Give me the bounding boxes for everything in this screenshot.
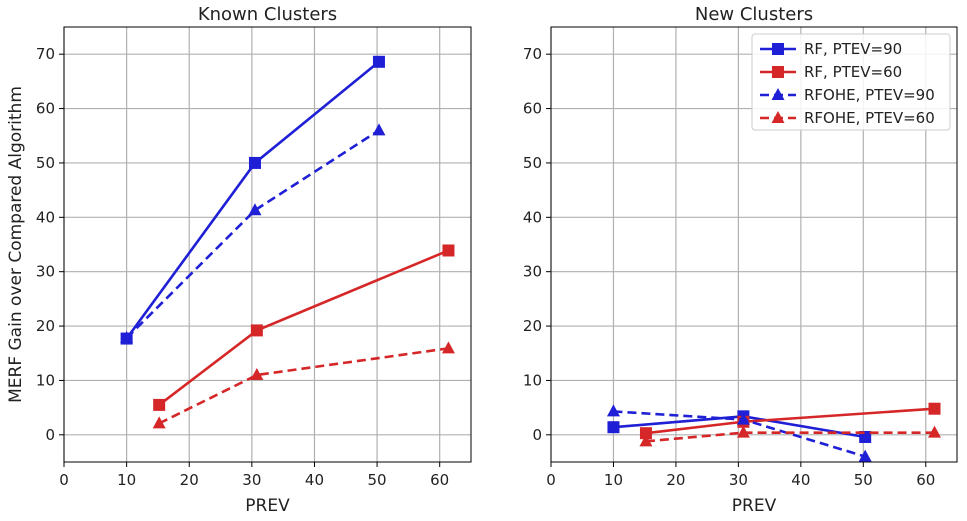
x-tick-label: 0	[546, 471, 556, 489]
x-tick-label: 20	[180, 471, 199, 489]
data-point-square	[928, 402, 941, 415]
legend-marker-triangle	[771, 88, 785, 100]
y-tick-label: 20	[36, 317, 55, 335]
data-point-triangle	[736, 425, 750, 438]
x-axis-label: PREV	[732, 496, 777, 516]
legend-box	[751, 33, 951, 131]
x-tick-label: 20	[666, 471, 685, 489]
series-line	[158, 249, 449, 406]
x-tick-label: 10	[117, 471, 136, 489]
y-tick-label: 60	[36, 100, 55, 118]
data-point-square	[248, 156, 261, 169]
series-line	[158, 347, 449, 425]
series-line	[125, 129, 380, 339]
legend-marker-square	[772, 66, 784, 78]
data-point-square	[372, 55, 385, 68]
series-rf-ptev-60	[153, 244, 455, 411]
series-rfohe-ptev-90	[606, 404, 872, 462]
y-axis-label: MERF Gain over Compared Algorithm	[6, 86, 26, 403]
plot-frame	[63, 26, 472, 463]
y-tick-label: 40	[36, 208, 55, 226]
y-tick-label: 50	[523, 154, 542, 172]
series-rf-ptev-90	[120, 55, 385, 345]
legend-label: RF, PTEV=90	[804, 40, 902, 58]
y-tick-label: 70	[36, 45, 55, 63]
data-point-triangle	[441, 341, 455, 354]
x-tick-label: 60	[430, 471, 449, 489]
series-rfohe-ptev-60	[152, 341, 455, 429]
x-tick-label: 30	[242, 471, 261, 489]
legend-label: RFOHE, PTEV=90	[804, 86, 935, 104]
y-tick-label: 0	[45, 426, 55, 444]
y-tick-label: 40	[523, 208, 542, 226]
plot-frame	[550, 26, 958, 463]
data-point-triangle	[250, 368, 264, 380]
y-tick-label: 0	[532, 426, 542, 444]
data-point-square	[442, 244, 455, 257]
data-point-square	[639, 427, 652, 440]
data-point-square	[607, 421, 620, 434]
panel-new-clusters: 0 10 20 30 40 50 60 0 10 20 30 40 50 60 70 New Clusters…	[523, 4, 958, 516]
series-rfohe-ptev-60	[639, 425, 942, 447]
y-tick-label: 30	[523, 263, 542, 281]
y-tick-label: 30	[36, 263, 55, 281]
panel-known-clusters: 0 10 20 30 40 50 60 0 10 20 30 40 50 60 70 Known Cluste…	[6, 4, 472, 516]
y-tick-label: 60	[523, 100, 542, 118]
y-tick-label: 10	[523, 371, 542, 389]
data-point-triangle	[606, 404, 620, 417]
data-point-triangle	[736, 412, 750, 425]
legend-label: RF, PTEV=60	[804, 63, 902, 81]
x-tick-label: 40	[791, 471, 810, 489]
data-point-triangle	[639, 434, 653, 447]
x-tick-label: 50	[854, 471, 873, 489]
legend-marker-square	[772, 43, 784, 55]
chart-title: New Clusters	[695, 4, 813, 25]
legend-label: RFOHE, PTEV=60	[804, 109, 935, 127]
data-point-triangle	[152, 416, 166, 429]
data-point-square	[250, 324, 263, 337]
chart-title: Known Clusters	[198, 4, 337, 25]
x-axis-label: PREV	[245, 496, 290, 516]
data-point-triangle	[858, 449, 872, 462]
series-line	[125, 60, 380, 340]
x-tick-label: 60	[916, 471, 935, 489]
data-point-square	[153, 398, 166, 411]
series-rfohe-ptev-90	[120, 123, 386, 344]
x-tick-label: 50	[368, 471, 387, 489]
legend-marker-triangle	[771, 111, 785, 123]
y-tick-label: 50	[36, 154, 55, 172]
data-point-triangle	[372, 123, 386, 136]
y-tick-label: 10	[36, 371, 55, 389]
x-tick-label: 0	[59, 471, 69, 489]
data-point-triangle	[928, 425, 942, 438]
x-tick-label: 10	[604, 471, 623, 489]
y-tick-label: 70	[523, 45, 542, 63]
y-tick-label: 20	[523, 317, 542, 335]
data-point-square	[859, 430, 872, 443]
data-point-triangle	[248, 203, 262, 216]
x-tick-label: 40	[305, 471, 324, 489]
data-point-triangle	[120, 331, 134, 344]
legend: RF, PTEV=90 RF, PTEV=60 RFOHE, PTEV=90 RFOH…	[751, 33, 951, 131]
x-tick-label: 30	[729, 471, 748, 489]
series-line	[645, 431, 935, 443]
